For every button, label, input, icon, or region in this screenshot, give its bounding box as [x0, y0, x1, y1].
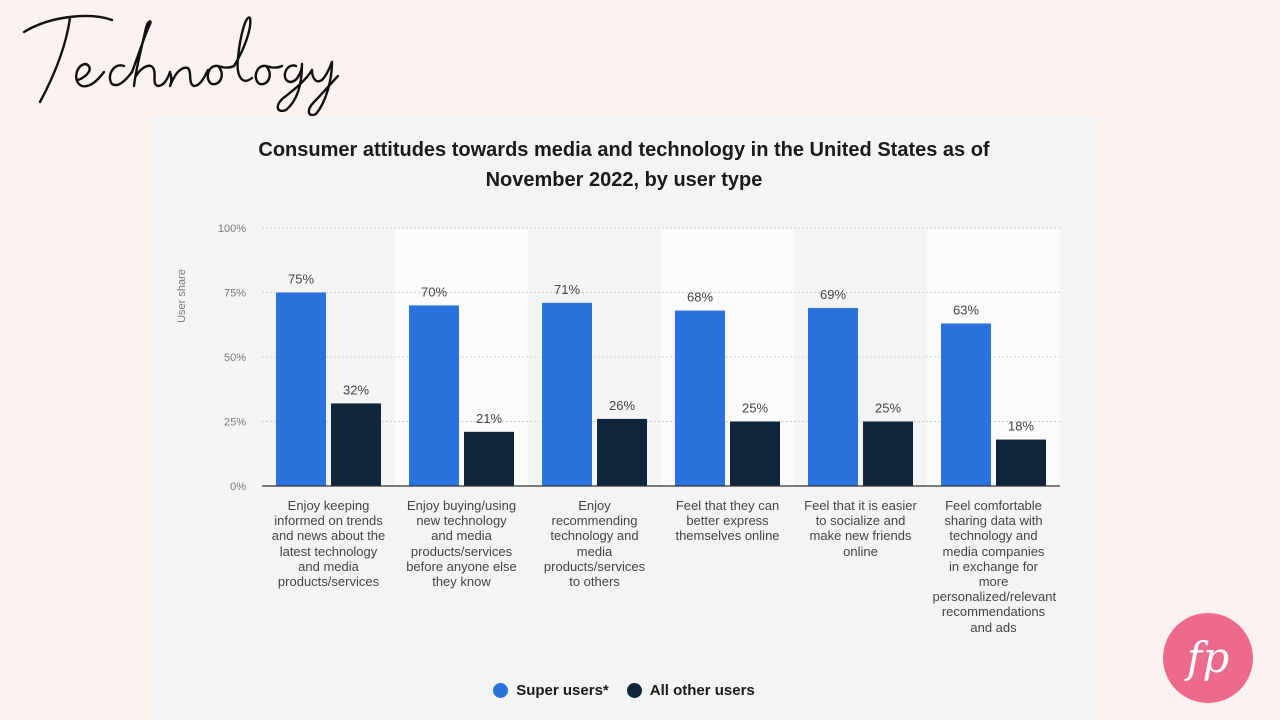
- chart-card: Consumer attitudes towards media and tec…: [148, 116, 1100, 720]
- bar-all-other-users: [996, 439, 1046, 486]
- legend-label-super-users: Super users*: [516, 682, 609, 699]
- y-tick-label: 25%: [224, 417, 246, 429]
- bar-super-users: [542, 302, 592, 486]
- chart-title: Consumer attitudes towards media and tec…: [148, 135, 1100, 195]
- x-tick-label: Enjoy buying/using new technology and me…: [406, 498, 517, 590]
- bar-value-label: 71%: [554, 282, 580, 297]
- bar-all-other-users: [597, 418, 647, 486]
- chart-title-line-1: Consumer attitudes towards media and tec…: [258, 139, 990, 161]
- x-tick-label: Feel comfortable sharing data with techn…: [932, 498, 1057, 635]
- bar-value-label: 75%: [288, 272, 314, 287]
- x-tick-label: Enjoy keeping informed on trends and new…: [271, 498, 386, 590]
- chart-title-line-2: November 2022, by user type: [485, 169, 763, 191]
- y-tick-label: 50%: [224, 352, 246, 364]
- y-tick-label: 0%: [230, 481, 246, 493]
- x-tick-label: Enjoy recommending technology and media …: [543, 498, 646, 590]
- y-tick-label: 100%: [218, 223, 246, 235]
- x-tick-label: Feel that it is easier to socialize and …: [804, 498, 917, 559]
- chart-legend: Super users* All other users: [148, 682, 1100, 699]
- bar-all-other-users: [730, 421, 780, 486]
- bar-all-other-users: [863, 421, 913, 486]
- fp-logo-text: fp: [1184, 633, 1229, 682]
- bar-super-users: [941, 323, 991, 486]
- bar-value-label: 32%: [343, 382, 369, 397]
- bar-super-users: [276, 292, 326, 486]
- bar-chart-plot: 0% 25% 50% 75% 100% 75% 70% 71% 68% 69% 63% 32% 21% 2…: [218, 223, 1060, 493]
- bar-value-label: 21%: [476, 411, 502, 426]
- bar-value-label: 18%: [1008, 419, 1034, 434]
- bar-value-label: 25%: [875, 401, 901, 416]
- bar-all-other-users: [331, 403, 381, 486]
- bar-super-users: [675, 310, 725, 486]
- y-tick-label: 75%: [224, 288, 246, 300]
- bar-all-other-users: [464, 431, 514, 486]
- legend-label-all-other-users: All other users: [649, 682, 755, 699]
- bar-value-label: 25%: [742, 401, 768, 416]
- legend-item-all-other-users[interactable]: All other users: [626, 682, 755, 699]
- bar-value-label: 70%: [421, 284, 447, 299]
- bar-value-label: 69%: [820, 287, 846, 302]
- bar-value-label: 68%: [687, 290, 713, 305]
- legend-dot-super-users: [493, 683, 509, 698]
- legend-item-super-users[interactable]: Super users*: [493, 682, 609, 699]
- bar-super-users: [409, 305, 459, 486]
- fp-logo: fp: [1163, 613, 1253, 703]
- bar-value-label: 26%: [609, 398, 635, 413]
- x-tick-label: Feel that they can better express themse…: [675, 498, 780, 544]
- technology-script-heading: [22, 14, 340, 116]
- bar-super-users: [808, 307, 858, 486]
- legend-dot-all-other-users: [626, 683, 642, 698]
- bar-value-label: 63%: [953, 302, 979, 317]
